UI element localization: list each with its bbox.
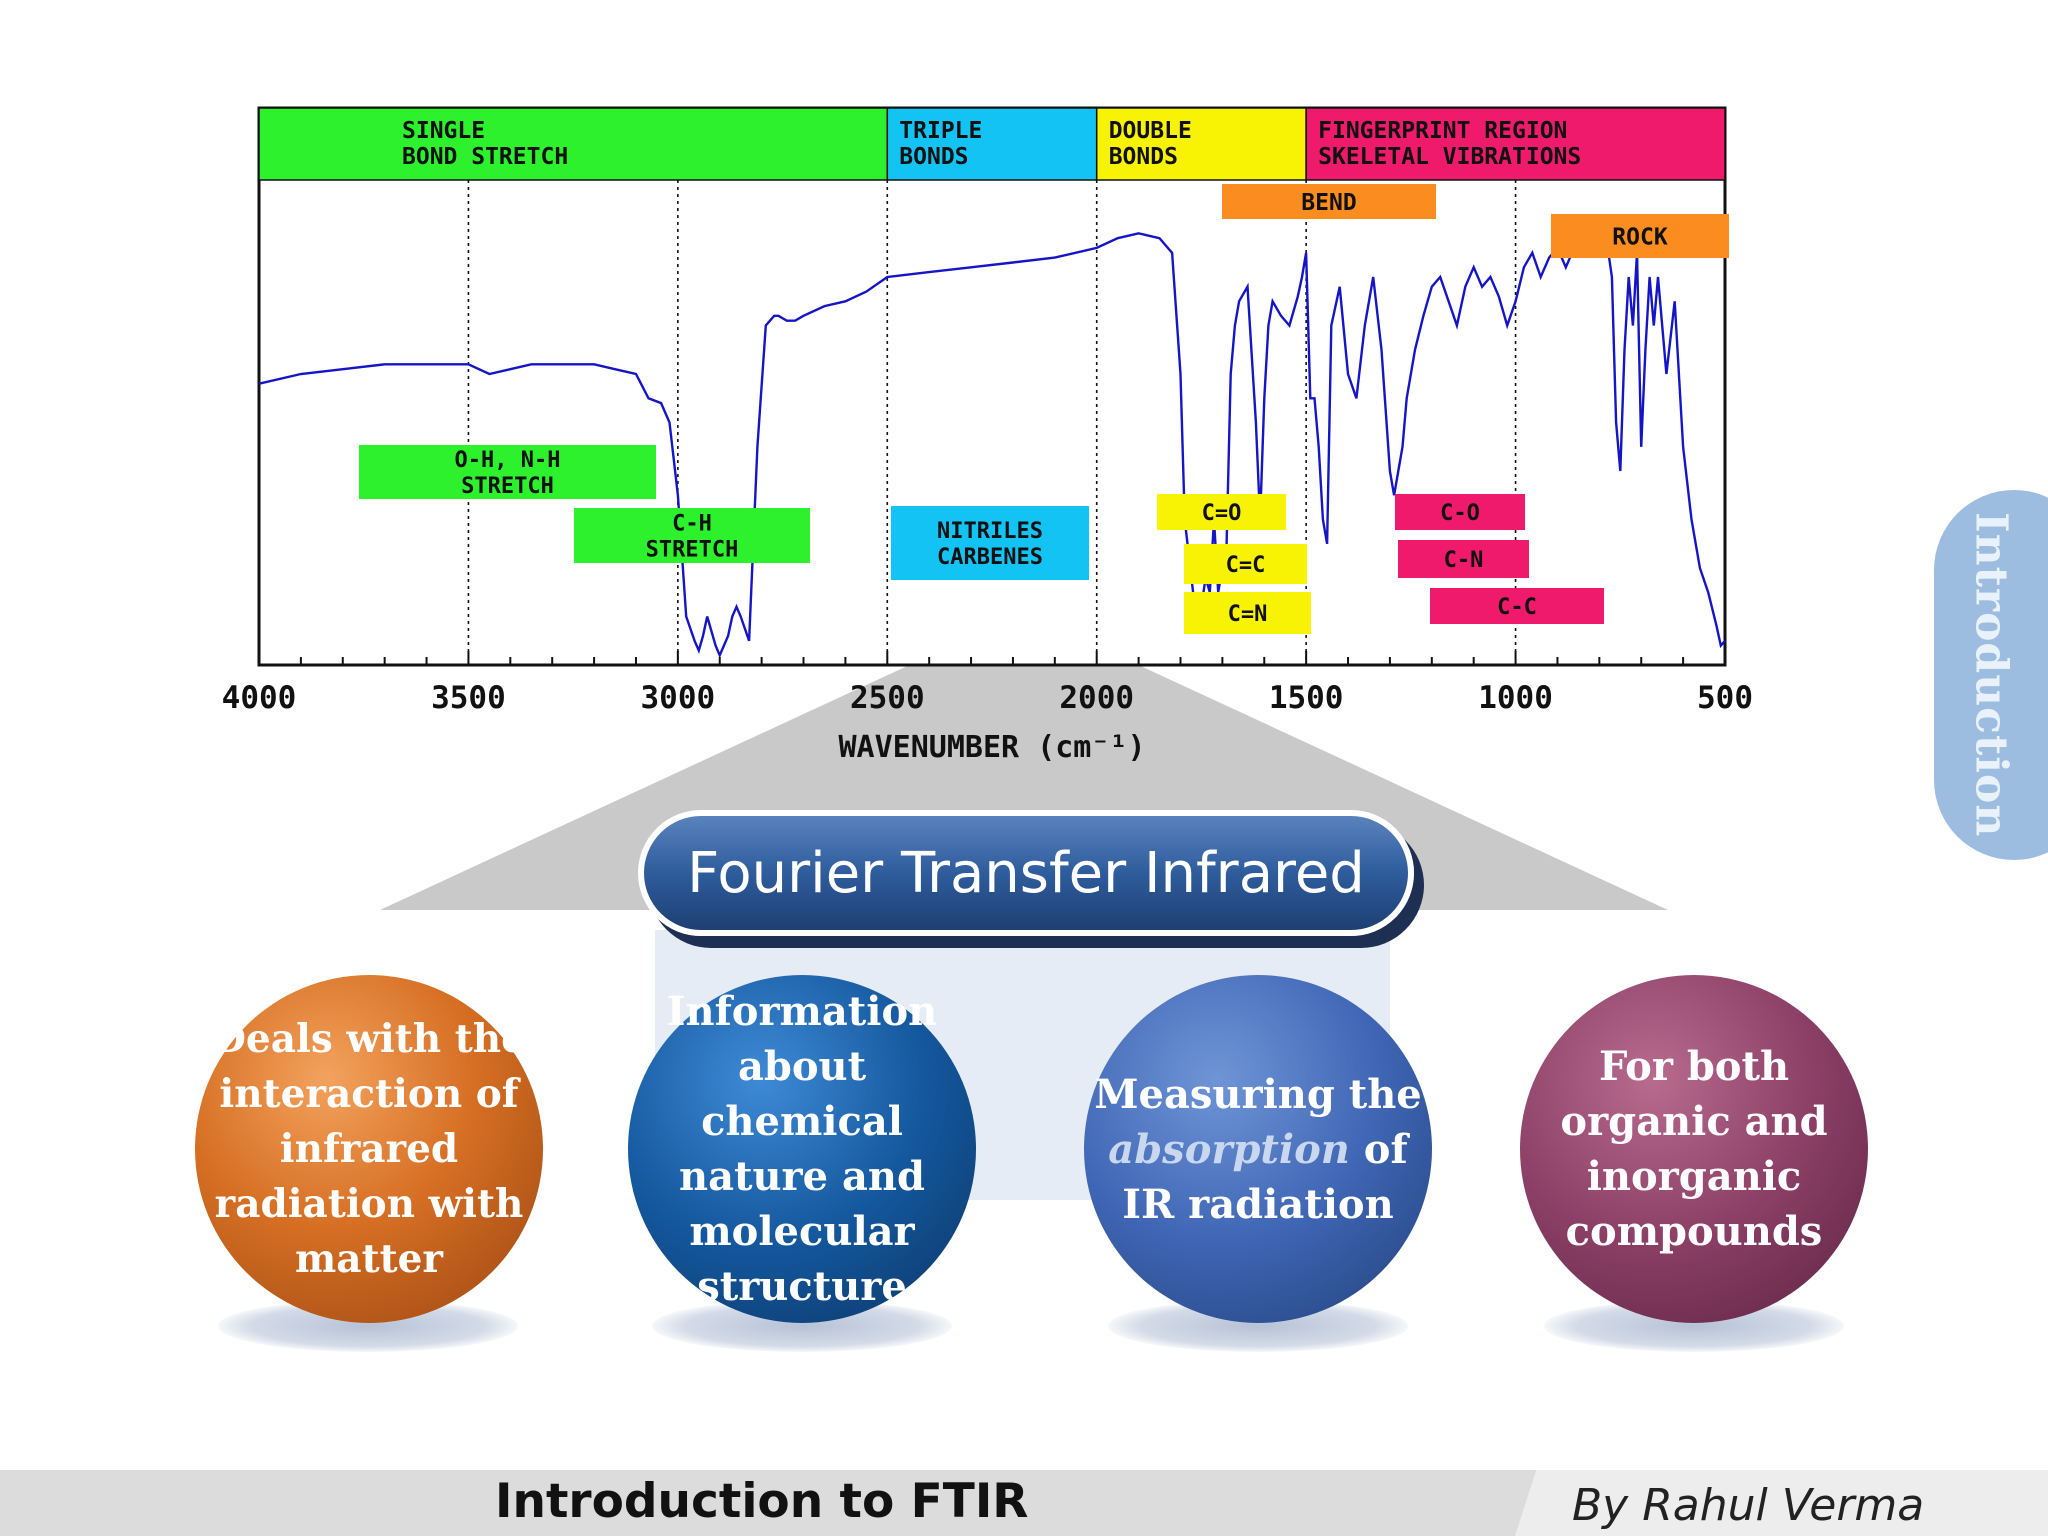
region-band <box>1305 107 1726 181</box>
annotation-label: C-O <box>1440 501 1480 526</box>
annotation-label: STRETCH <box>646 537 739 562</box>
x-tick-label: 4000 <box>222 680 297 716</box>
annotation-label: C-C <box>1497 595 1537 620</box>
annotation-label: ROCK <box>1612 224 1668 250</box>
region-label: TRIPLE <box>899 118 982 144</box>
x-tick-group: 4000 3500 3000 2500 2000 1500 1000 500 <box>222 651 1753 716</box>
annotation-label: C=C <box>1226 553 1266 578</box>
banner-title: Fourier Transfer Infrared <box>687 840 1365 906</box>
side-tab-label: Introduction <box>1965 512 2017 838</box>
x-tick-label: 2500 <box>850 680 925 716</box>
bubble-text-before: Measuring the <box>1094 1070 1422 1118</box>
bubble-absorption: Measuring the absorption of IR radiation <box>1084 975 1432 1323</box>
bubble-text: Information about chemical nature and mo… <box>666 988 938 1310</box>
annotation-label: O-H, N-H <box>455 448 561 473</box>
annotation-label: C=O <box>1202 501 1242 526</box>
bubble-text: Measuring the absorption of IR radiation <box>1084 1067 1432 1232</box>
region-band <box>258 107 889 181</box>
annotation-box <box>1222 184 1436 219</box>
region-label: SKELETAL VIBRATIONS <box>1318 144 1581 170</box>
annotation-box <box>574 508 810 563</box>
annotation-label: C-H <box>672 511 712 536</box>
side-tab[interactable] <box>1934 490 2048 860</box>
region-label: FINGERPRINT REGION <box>1318 118 1567 144</box>
region-band <box>1095 107 1307 181</box>
bubble-compounds: For both organic and inorganic compounds <box>1520 975 1868 1323</box>
title-banner: Fourier Transfer Infrared <box>638 810 1414 936</box>
annotation-label: NITRILES <box>937 519 1043 544</box>
annotation-box <box>1430 588 1604 624</box>
annotation-box <box>1184 592 1311 634</box>
annotation-label: C=N <box>1228 602 1268 627</box>
x-tick-label: 3000 <box>641 680 716 716</box>
x-tick-label: 1000 <box>1478 680 1553 716</box>
footer-author: By Rahul Verma <box>1572 1480 1925 1531</box>
annotation-label: C-N <box>1444 548 1484 573</box>
footer-title: Introduction to FTIR <box>495 1474 1029 1529</box>
annotation-box <box>1551 214 1729 258</box>
plot-frame <box>257 106 1727 667</box>
x-axis-label: WAVENUMBER (cm⁻¹) <box>838 730 1145 765</box>
bubble-emphasis: absorption <box>1108 1125 1350 1173</box>
region-label: BOND STRETCH <box>402 144 568 170</box>
annotation-box <box>891 506 1089 580</box>
region-label: BONDS <box>899 144 968 170</box>
annotation-box <box>1398 540 1529 578</box>
bubble-text: Deals with the interaction of infrared r… <box>212 1015 526 1282</box>
bubble-text-after: of IR radiation <box>1122 1125 1408 1228</box>
annotation-label: CARBENES <box>937 545 1043 570</box>
region-band <box>886 107 1098 181</box>
x-tick-label: 3500 <box>431 680 506 716</box>
annotation-box <box>1157 494 1286 530</box>
annotation-box <box>1395 494 1525 530</box>
x-tick-label: 2000 <box>1059 680 1134 716</box>
annotation-label: STRETCH <box>461 474 554 499</box>
bubble-interaction: Deals with the interaction of infrared r… <box>195 975 543 1323</box>
annotation-label: BEND <box>1301 190 1356 216</box>
annotation-box <box>1184 544 1307 584</box>
region-label: DOUBLE <box>1109 118 1192 144</box>
bubble-text: For both organic and inorganic compounds <box>1560 1043 1828 1255</box>
region-label: SINGLE <box>402 118 485 144</box>
annotation-box <box>359 445 656 499</box>
footer-right-panel <box>1515 1470 2048 1536</box>
x-tick-label: 1500 <box>1269 680 1344 716</box>
x-tick-label: 500 <box>1697 680 1753 716</box>
bubble-information: Information about chemical nature and mo… <box>628 975 976 1323</box>
region-label: BONDS <box>1109 144 1178 170</box>
